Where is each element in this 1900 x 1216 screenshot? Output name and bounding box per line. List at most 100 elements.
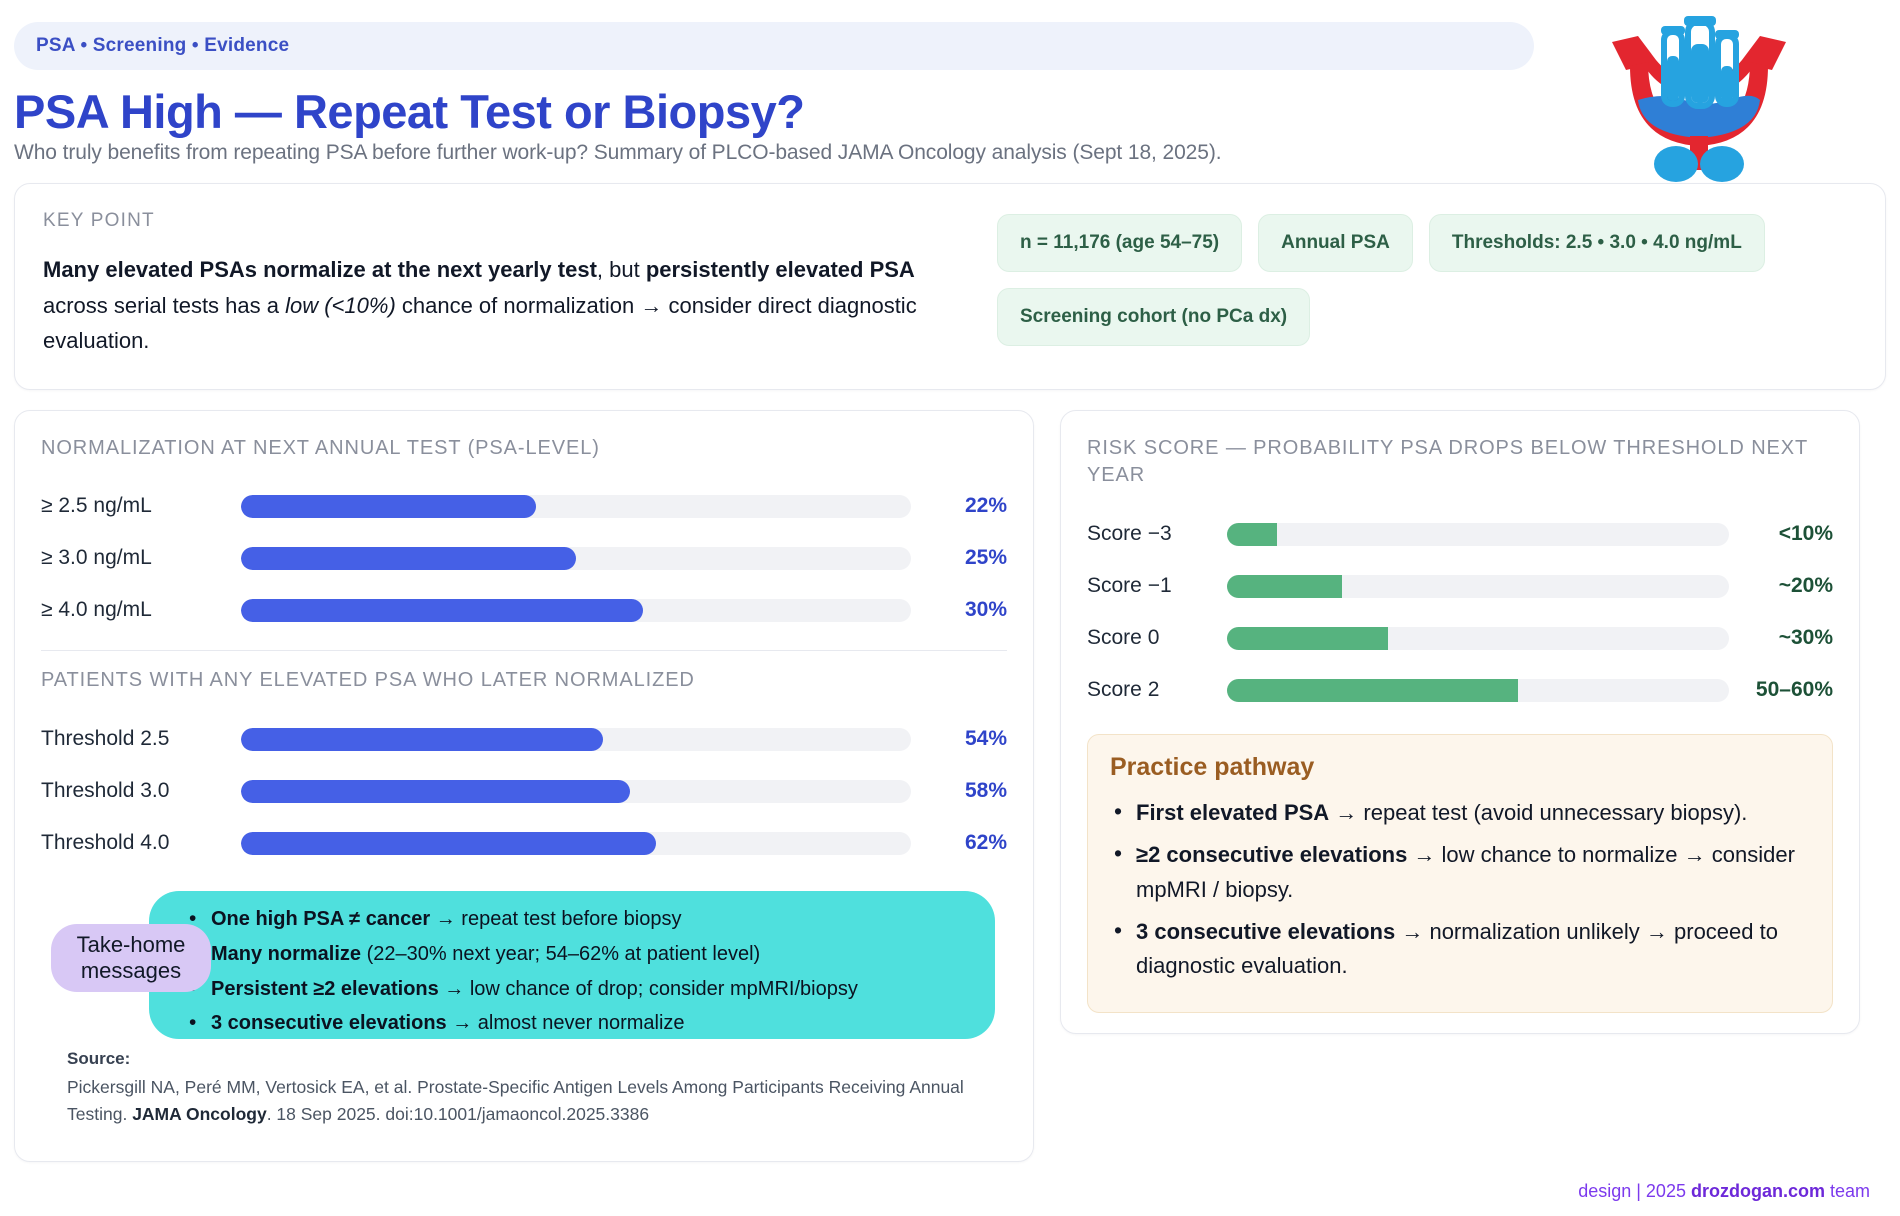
breadcrumb: PSA • Screening • Evidence — [14, 22, 1534, 70]
takeaway-bold: Many normalize — [211, 942, 362, 965]
pathway-bold: 3 consecutive elevations — [1136, 919, 1396, 944]
key-point-card: KEY POINT Many elevated PSAs normalize a… — [14, 183, 1886, 390]
page-header: PSA • Screening • Evidence PSA High — Re… — [14, 0, 1886, 182]
chart-risk-score: Score −3 <10% Score −1 ~20% Score 0 — [1087, 508, 1833, 716]
practice-pathway-box: Practice pathway First elevated PSA → re… — [1087, 734, 1833, 1013]
bar-label: Threshold 4.0 — [41, 831, 170, 855]
kp-plain-3: chance of normalization → consider direc… — [43, 292, 917, 354]
bar-fill — [1227, 522, 1278, 546]
bar-row: Score −3 <10% — [1087, 508, 1833, 560]
bar-value: ~30% — [1778, 626, 1833, 650]
bar-label: ≥ 2.5 ng/mL — [41, 494, 152, 518]
key-point-left: KEY POINT Many elevated PSAs normalize a… — [43, 210, 973, 359]
takeaway-box: One high PSA ≠ cancer → repeat test befo… — [149, 891, 995, 1040]
section-divider — [41, 650, 1007, 652]
bar-fill — [1227, 678, 1519, 702]
source-citation: Pickersgill NA, Peré MM, Vertosick EA, e… — [67, 1074, 981, 1127]
bar-label: Threshold 3.0 — [41, 779, 170, 803]
bar-track — [241, 779, 911, 803]
bar-row: Threshold 2.5 54% — [41, 713, 1007, 765]
bar-track — [1227, 678, 1729, 702]
bar-row: Threshold 4.0 62% — [41, 817, 1007, 869]
takeaway-bold: One high PSA ≠ cancer — [211, 908, 431, 931]
bar-value: ~20% — [1778, 574, 1833, 598]
bar-fill — [241, 727, 603, 751]
bar-track — [241, 727, 911, 751]
takeaway-rest: (22–30% next year; 54–62% at patient lev… — [361, 942, 761, 965]
list-item: ≥2 consecutive elevations → low chance t… — [1110, 836, 1810, 907]
bar-track — [1227, 626, 1729, 650]
bar-track — [241, 831, 911, 855]
bar-label: ≥ 4.0 ng/mL — [41, 598, 152, 622]
list-item: Many normalize (22–30% next year; 54–62%… — [189, 939, 969, 969]
chart-patient-level: Threshold 2.5 54% Threshold 3.0 58% Thre… — [41, 713, 1007, 869]
bar-label: Score −3 — [1087, 522, 1172, 546]
bar-row: Threshold 3.0 58% — [41, 765, 1007, 817]
chart-title-patient-level: PATIENTS WITH ANY ELEVATED PSA WHO LATER… — [41, 669, 695, 692]
key-point-text: Many elevated PSAs normalize at the next… — [43, 252, 973, 359]
source-doi: . 18 Sep 2025. doi:10.1001/jamaoncol.202… — [266, 1103, 650, 1124]
bar-label: Score 0 — [1087, 626, 1160, 650]
left-panel-card: NORMALIZATION AT NEXT ANNUAL TEST (PSA-L… — [14, 409, 1034, 1163]
bar-label: Score −1 — [1087, 574, 1172, 598]
takeaway-badge: Take-home messages — [51, 924, 211, 992]
bar-fill — [1227, 626, 1388, 650]
bar-value: 30% — [964, 598, 1007, 622]
pathway-rest: → normalization unlikely → proceed to di… — [1136, 919, 1778, 979]
bar-fill — [241, 494, 536, 518]
chart-title-normalization: NORMALIZATION AT NEXT ANNUAL TEST (PSA-L… — [41, 436, 600, 459]
bar-fill — [241, 831, 657, 855]
bar-value: 54% — [964, 727, 1007, 751]
bar-value: 62% — [964, 831, 1007, 855]
bar-value: 22% — [964, 494, 1007, 518]
takeaway-rest: → low chance of drop; consider mpMRI/bio… — [438, 977, 858, 1000]
bar-value: 58% — [964, 779, 1007, 803]
list-item: Persistent ≥2 elevations → low chance of… — [189, 974, 969, 1004]
chip-cohort-size: n = 11,176 (age 54–75) — [997, 214, 1243, 272]
pathway-rest: → low chance to normalize → consider mpM… — [1136, 842, 1795, 902]
practice-pathway-list: First elevated PSA → repeat test (avoid … — [1110, 794, 1810, 984]
practice-pathway-title: Practice pathway — [1110, 753, 1315, 782]
source-journal: JAMA Oncology — [132, 1103, 267, 1124]
chart-title-risk-score: RISK SCORE — PROBABILITY PSA DROPS BELOW… — [1087, 436, 1808, 487]
footer-prefix: design | 2025 — [1578, 1181, 1691, 1201]
content-columns: NORMALIZATION AT NEXT ANNUAL TEST (PSA-L… — [14, 409, 1886, 1163]
pathway-rest: → repeat test (avoid unnecessary biopsy)… — [1329, 800, 1748, 826]
right-column: RISK SCORE — PROBABILITY PSA DROPS BELOW… — [1060, 409, 1860, 1162]
kp-plain-2: across serial tests has a — [43, 292, 286, 318]
page-title: PSA High — Repeat Test or Biopsy? — [14, 85, 805, 138]
bar-row: Score −1 ~20% — [1087, 560, 1833, 612]
bar-track — [1227, 522, 1729, 546]
list-item: First elevated PSA → repeat test (avoid … — [1110, 794, 1810, 830]
source-authors: Pickersgill NA, Peré MM, Vertosick EA, e… — [67, 1077, 964, 1124]
left-panel: NORMALIZATION AT NEXT ANNUAL TEST (PSA-L… — [15, 411, 1033, 1161]
takeaway-bold: 3 consecutive elevations — [211, 1012, 447, 1035]
footer-brand[interactable]: drozdogan.com — [1690, 1181, 1825, 1201]
bar-track — [241, 598, 911, 622]
key-point-label: KEY POINT — [43, 210, 155, 231]
bar-track — [241, 546, 911, 570]
bar-label: Score 2 — [1087, 678, 1160, 702]
chip-annual-psa: Annual PSA — [1258, 214, 1413, 272]
bar-fill — [241, 779, 630, 803]
left-column: NORMALIZATION AT NEXT ANNUAL TEST (PSA-L… — [14, 409, 1034, 1163]
kp-bold-1: Many elevated PSAs normalize at the next… — [43, 257, 597, 282]
bar-row: ≥ 4.0 ng/mL 30% — [41, 584, 1007, 636]
bar-row: Score 2 50–60% — [1087, 664, 1833, 716]
source-section: Source: Pickersgill NA, Peré MM, Vertosi… — [41, 1039, 1007, 1141]
bar-label: ≥ 3.0 ng/mL — [41, 546, 152, 570]
key-point-chips: n = 11,176 (age 54–75) Annual PSA Thresh… — [997, 210, 1857, 359]
chip-thresholds: Thresholds: 2.5 • 3.0 • 4.0 ng/mL — [1428, 214, 1765, 272]
list-item: 3 consecutive elevations → almost never … — [189, 1008, 969, 1038]
takeaway-list: One high PSA ≠ cancer → repeat test befo… — [189, 904, 969, 1038]
takeaway-rest: → repeat test before biopsy — [430, 908, 682, 931]
pathway-bold: First elevated PSA — [1136, 800, 1330, 826]
pathway-bold: ≥2 consecutive elevations — [1136, 842, 1408, 868]
bar-row: Score 0 ~30% — [1087, 612, 1833, 664]
kp-plain-1: , but — [596, 257, 646, 282]
takeaway-section: One high PSA ≠ cancer → repeat test befo… — [41, 891, 1007, 1040]
footer-credit: design | 2025 drozdogan.com team — [1578, 1181, 1870, 1202]
bar-value: <10% — [1778, 522, 1833, 546]
bar-value: 50–60% — [1755, 678, 1833, 702]
